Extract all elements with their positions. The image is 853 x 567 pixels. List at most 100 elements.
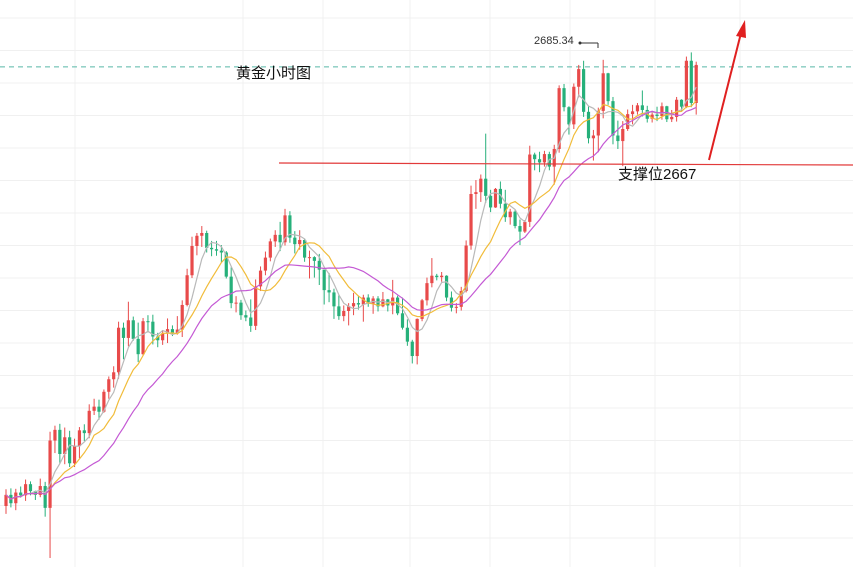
candle-body — [19, 492, 23, 496]
candle-body — [611, 101, 615, 136]
candle-body — [601, 73, 605, 111]
candle-body — [58, 429, 62, 454]
candle-body — [278, 234, 282, 243]
candle-body — [63, 437, 67, 454]
candle-body — [195, 235, 199, 246]
candle-body — [28, 484, 33, 492]
candle-body — [640, 105, 644, 110]
candle-body — [131, 320, 135, 339]
candle-body — [474, 192, 478, 194]
candle-body — [489, 195, 493, 208]
candle-body — [170, 329, 175, 334]
candle-body — [533, 154, 537, 160]
candle-body — [537, 159, 542, 163]
candle-body — [92, 406, 96, 411]
candle-body — [141, 321, 145, 355]
candle-body — [4, 494, 8, 506]
candle-body — [542, 154, 547, 163]
candle-body — [425, 283, 429, 301]
candle-body — [493, 188, 498, 208]
candle-body — [381, 299, 385, 307]
ma-mid-line — [5, 100, 697, 500]
candle-body — [209, 247, 214, 250]
ma-fast-line — [5, 86, 697, 500]
candle-body — [234, 302, 238, 304]
high-marker-dot — [578, 41, 582, 45]
candle-body — [650, 114, 654, 119]
candle-body — [586, 111, 591, 139]
candle-body — [518, 226, 522, 232]
candle-body — [33, 491, 37, 495]
candle-body — [161, 333, 165, 341]
candle-body — [288, 215, 292, 238]
candle-body — [361, 297, 365, 305]
candle-body — [577, 69, 581, 87]
candle-body — [185, 275, 189, 305]
candle-body — [97, 406, 101, 412]
candle-body — [675, 99, 679, 117]
high-price-label: 2685.34 — [534, 35, 574, 47]
candle-body — [312, 257, 316, 261]
candle-body — [440, 275, 444, 278]
candle-body — [415, 318, 419, 357]
candle-body — [557, 88, 561, 149]
candle-body — [48, 440, 52, 508]
candle-body — [151, 321, 155, 337]
candle-body — [14, 492, 18, 504]
candle-body — [258, 270, 263, 287]
candle-body — [621, 129, 625, 142]
candle-body — [562, 88, 566, 108]
candle-body — [469, 194, 473, 246]
candle-body — [332, 292, 336, 307]
candle-body — [77, 430, 82, 447]
candle-body — [459, 291, 463, 307]
candle-body — [205, 233, 209, 248]
candle-body — [298, 239, 302, 245]
candle-body — [126, 320, 130, 338]
candle-body — [396, 297, 400, 314]
candle-body — [464, 245, 468, 292]
candle-body — [454, 306, 458, 308]
candle-body — [337, 306, 341, 317]
candle-body — [327, 290, 331, 293]
candle-body — [268, 241, 272, 258]
candle-body — [626, 114, 630, 129]
candle-body — [82, 430, 86, 434]
candle-body — [156, 336, 160, 341]
candle-body — [293, 237, 297, 245]
candle-body — [347, 306, 351, 311]
candle-body — [87, 410, 91, 434]
candle-body — [582, 69, 586, 112]
candle-body — [616, 135, 620, 142]
support-line — [278, 162, 853, 166]
candle-body — [322, 269, 326, 291]
candle-body — [121, 327, 126, 338]
candle-body — [689, 60, 693, 103]
arrow-head — [736, 20, 746, 38]
candle-body — [254, 286, 258, 326]
candle-body — [273, 234, 277, 242]
candle-body — [498, 188, 502, 204]
arrow-shaft — [708, 32, 742, 161]
candle-body — [635, 105, 640, 112]
candle-body — [410, 341, 414, 357]
candle-body — [68, 437, 72, 464]
candle-body — [214, 249, 219, 251]
candle-body — [630, 111, 635, 115]
candle-body — [670, 116, 674, 120]
candle-body — [180, 304, 184, 330]
candle-body — [479, 178, 483, 193]
candle-body — [23, 484, 28, 496]
candle-body — [591, 135, 595, 139]
candle-body — [175, 329, 179, 334]
candle-body — [136, 338, 140, 355]
candle-body — [400, 313, 405, 328]
candle-body — [444, 275, 449, 298]
candle-body — [508, 211, 512, 218]
candle-body — [596, 110, 600, 136]
candles — [4, 52, 698, 558]
up-arrow — [708, 20, 746, 161]
candle-body — [283, 215, 287, 243]
candle-body — [405, 327, 409, 342]
